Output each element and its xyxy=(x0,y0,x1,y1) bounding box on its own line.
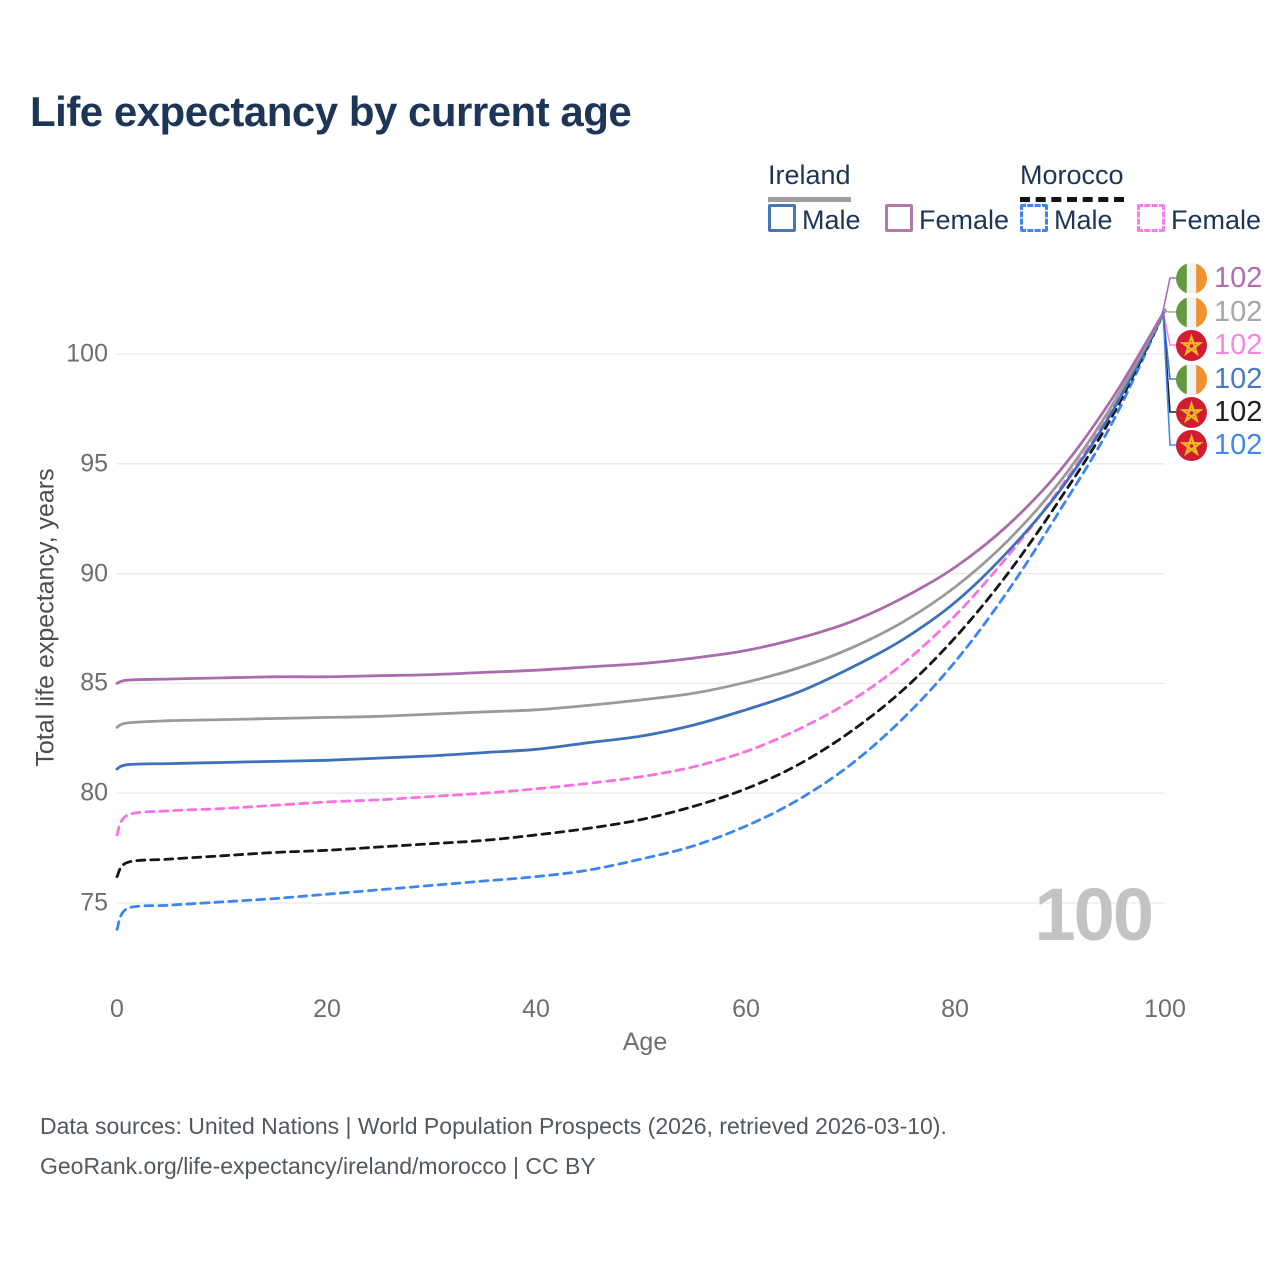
series-line-ireland-female[interactable] xyxy=(115,308,1167,685)
footer: Data sources: United Nations | World Pop… xyxy=(40,1106,947,1186)
page-title: Life expectancy by current age xyxy=(30,88,632,135)
y-tick-label: 75 xyxy=(80,888,108,917)
end-value: 102 xyxy=(1214,261,1263,294)
legend-item-morocco-male[interactable]: Male xyxy=(1020,204,1113,236)
legend-item-ireland-female[interactable]: Female xyxy=(884,204,1010,236)
end-label-morocco-both: 102 xyxy=(1174,395,1263,429)
y-tick-label: 95 xyxy=(80,449,108,478)
end-value: 102 xyxy=(1214,328,1263,361)
y-tick-label: 100 xyxy=(66,339,108,368)
x-tick-label: 0 xyxy=(110,995,124,1023)
morocco-flag-icon xyxy=(1174,395,1209,429)
legend-item-label: Male xyxy=(802,205,861,235)
morocco-flag-icon xyxy=(1174,428,1209,462)
y-tick-label: 90 xyxy=(80,559,108,588)
end-label-ireland-female: 102 xyxy=(1176,262,1262,294)
series-line-morocco-male[interactable] xyxy=(115,308,1167,931)
series-line-morocco-female[interactable] xyxy=(115,308,1167,837)
attribution-text: GeoRank.org/life-expectancy/ireland/moro… xyxy=(40,1153,596,1179)
ireland-flag-icon xyxy=(1176,297,1207,328)
series-line-ireland-both-sexes[interactable] xyxy=(115,308,1167,729)
morocco-male-swatch-icon xyxy=(1020,204,1048,232)
series-line-morocco-both-sexes[interactable] xyxy=(115,308,1167,878)
legend-group-morocco: Morocco Male Female xyxy=(1020,160,1261,235)
end-value: 102 xyxy=(1214,395,1263,428)
x-tick-label: 100 xyxy=(1144,995,1186,1023)
morocco-flag-icon xyxy=(1174,328,1209,362)
end-value: 102 xyxy=(1214,295,1263,328)
end-value: 102 xyxy=(1214,362,1263,395)
series-line-ireland-male[interactable] xyxy=(115,308,1167,771)
x-axis-title: Age xyxy=(622,1028,668,1056)
end-value: 102 xyxy=(1214,428,1263,461)
morocco-female-swatch-icon xyxy=(1136,204,1165,232)
age-counter-watermark: 100 xyxy=(1034,873,1154,956)
legend-header-ireland[interactable]: Ireland xyxy=(768,160,851,202)
end-label-ireland-male: 102 xyxy=(1176,363,1262,395)
legend-item-morocco-female[interactable]: Female xyxy=(1136,204,1262,236)
y-tick-label: 80 xyxy=(80,778,108,807)
x-tick-label: 60 xyxy=(732,995,760,1023)
y-axis-title: Total life expectancy, years xyxy=(31,468,60,767)
data-sources-text: Data sources: United Nations | World Pop… xyxy=(40,1113,947,1139)
ireland-female-swatch-icon xyxy=(884,204,913,232)
legend-item-ireland-male[interactable]: Male xyxy=(768,204,861,236)
x-tick-label: 40 xyxy=(522,995,550,1023)
legend-header-morocco[interactable]: Morocco xyxy=(1020,160,1124,202)
end-label-ireland-both: 102 xyxy=(1176,296,1262,328)
ireland-flag-icon xyxy=(1176,364,1207,395)
x-tick-label: 20 xyxy=(313,995,341,1023)
y-tick-label: 85 xyxy=(80,668,108,697)
legend-item-label: Female xyxy=(1170,205,1262,235)
end-label-morocco-male: 102 xyxy=(1174,428,1263,462)
ireland-male-swatch-icon xyxy=(768,204,796,232)
legend-group-ireland: Ireland Male Female xyxy=(768,160,1009,235)
legend-item-label: Female xyxy=(918,205,1010,235)
x-tick-label: 80 xyxy=(941,995,969,1023)
end-label-morocco-female: 102 xyxy=(1174,328,1263,362)
ireland-flag-icon xyxy=(1176,263,1207,294)
legend-item-label: Male xyxy=(1054,205,1113,235)
